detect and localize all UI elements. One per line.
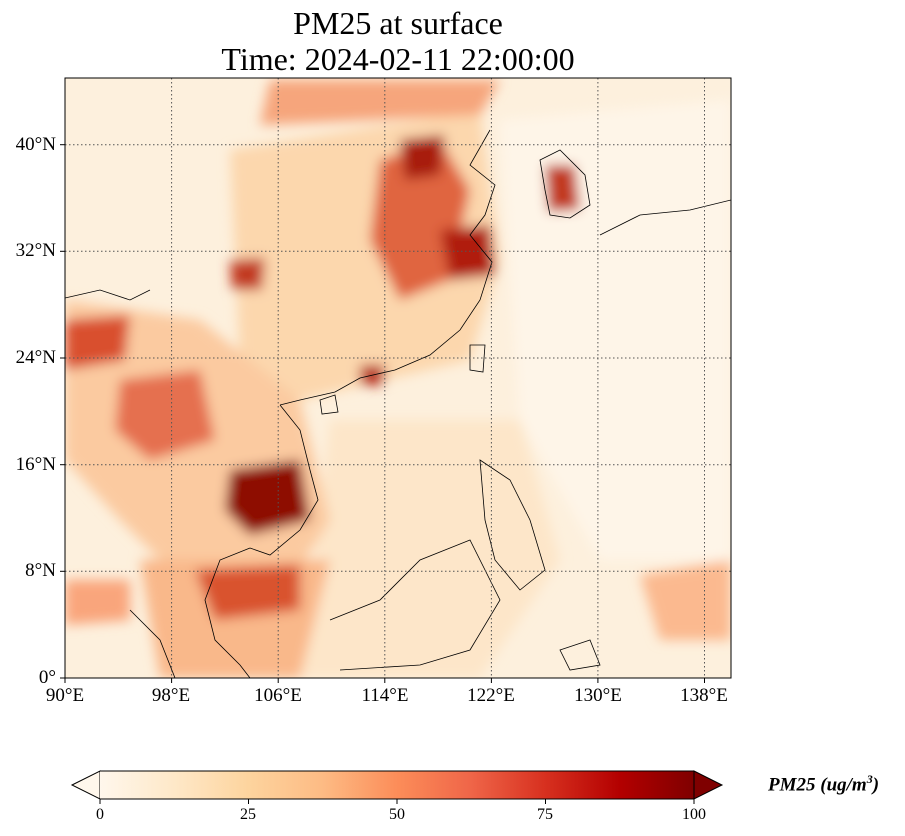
lat-tick-label: 24°N <box>15 347 56 368</box>
lon-tick-label: 122°E <box>467 685 515 706</box>
lon-tick-label: 90°E <box>45 685 85 706</box>
lon-tick-label: 114°E <box>361 685 409 706</box>
colorbar-tick-label: 25 <box>240 806 256 823</box>
chart-subtitle-time: Time: 2024-02-11 22:00:00 <box>221 41 575 77</box>
lon-tick-label: 138°E <box>680 685 728 706</box>
colorbar-tick-label: 75 <box>537 806 553 823</box>
lat-tick-label: 40°N <box>15 134 56 155</box>
lat-tick-label: 8°N <box>25 560 56 581</box>
colorbar-tick-label: 100 <box>682 806 706 823</box>
lon-tick-label: 130°E <box>574 685 622 706</box>
lon-tick-label: 106°E <box>254 685 302 706</box>
colorbar <box>70 770 724 804</box>
coastlines <box>65 129 731 678</box>
lat-tick-label: 16°N <box>15 454 56 475</box>
colorbar-label: PM25 (ug/m3) <box>768 772 880 796</box>
chart-title: PM25 at surface <box>293 5 503 41</box>
colorbar-tick-label: 0 <box>96 806 104 823</box>
gridlines <box>65 78 731 678</box>
map-frame <box>64 77 732 679</box>
tick-marks <box>60 144 705 683</box>
lon-tick-label: 98°E <box>151 685 191 706</box>
colorbar-tick-label: 50 <box>389 806 405 823</box>
pm25-field <box>65 78 731 678</box>
lat-tick-label: 0° <box>38 667 56 688</box>
lat-tick-label: 32°N <box>15 240 56 261</box>
